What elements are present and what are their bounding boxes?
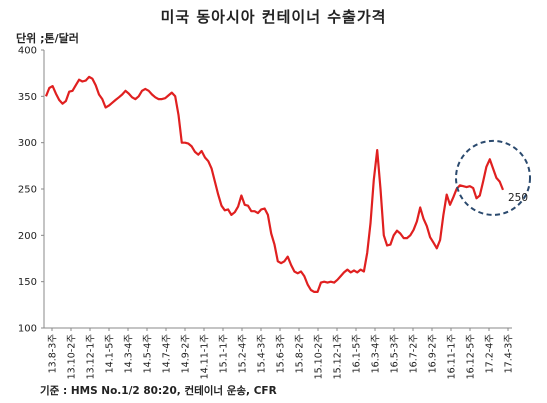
- x-tick-label: 16.3-4주: [371, 334, 382, 374]
- x-tick-label: 13.12-1주: [86, 334, 97, 380]
- x-tick-label: 15.12-1주: [333, 334, 344, 380]
- x-tick-label: 16.5-3주: [390, 334, 401, 374]
- y-tick-labels: 100 150 200 250 300 350 400: [18, 46, 44, 335]
- chart-axes: [43, 50, 512, 329]
- x-tick-label: 16.9-2주: [428, 334, 439, 374]
- last-value-label: 250: [508, 192, 528, 204]
- source-note: 기준 : HMS No.1/2 80:20, 컨테이너 운송, CFR: [40, 385, 277, 397]
- x-tick-label: 17.2-4주: [485, 334, 496, 374]
- y-tick-label: 100: [18, 324, 37, 335]
- x-tick-label: 14.11-1주: [200, 334, 211, 380]
- x-tick-label: 14.3-4주: [124, 334, 135, 374]
- x-tick-label: 14.1-5주: [105, 334, 116, 374]
- x-tick-label: 14.7-4주: [162, 334, 173, 374]
- unit-label: 단위 ;톤/달러: [16, 32, 79, 45]
- x-tick-label: 14.9-2주: [181, 334, 192, 374]
- x-tick-label: 16.7-2주: [409, 334, 420, 374]
- x-tick-label: 16.11-1주: [447, 334, 458, 380]
- highlight-circle: [455, 139, 531, 216]
- y-tick-label: 150: [18, 277, 37, 288]
- y-tick-label: 400: [18, 46, 37, 57]
- x-tick-label: 15.8-2주: [295, 334, 306, 374]
- x-tick-label: 15.2-4주: [238, 334, 249, 374]
- annotation-layer: 250: [455, 139, 531, 216]
- series-layer: [44, 75, 505, 293]
- x-tick-label: 15.1-1주: [219, 334, 230, 374]
- y-tick-label: 250: [18, 185, 37, 196]
- y-tick-label: 350: [18, 92, 37, 103]
- x-tick-label: 15.10-2주: [314, 334, 325, 380]
- y-tick-label: 200: [18, 231, 37, 242]
- x-tick-label: 16.12-5주: [466, 334, 477, 380]
- x-tick-label: 15.4-3주: [257, 334, 268, 374]
- x-tick-labels: 13.8-3주 13.10-2주 13.12-1주 14.1-5주 14.3-4주 14.…: [48, 328, 515, 379]
- x-tick-label: 17.4-3주: [504, 334, 515, 374]
- x-tick-label: 16.1-5주: [352, 334, 363, 374]
- x-tick-label: 13.8-3주: [48, 334, 59, 374]
- x-tick-label: 13.10-2주: [67, 334, 78, 380]
- y-tick-label: 300: [18, 138, 37, 149]
- price-series-line: [44, 75, 505, 293]
- x-tick-label: 15.6-3주: [276, 334, 287, 374]
- x-tick-label: 14.5-4주: [143, 334, 154, 374]
- chart-title: 미국 동아시아 컨테이너 수출가격: [160, 8, 387, 26]
